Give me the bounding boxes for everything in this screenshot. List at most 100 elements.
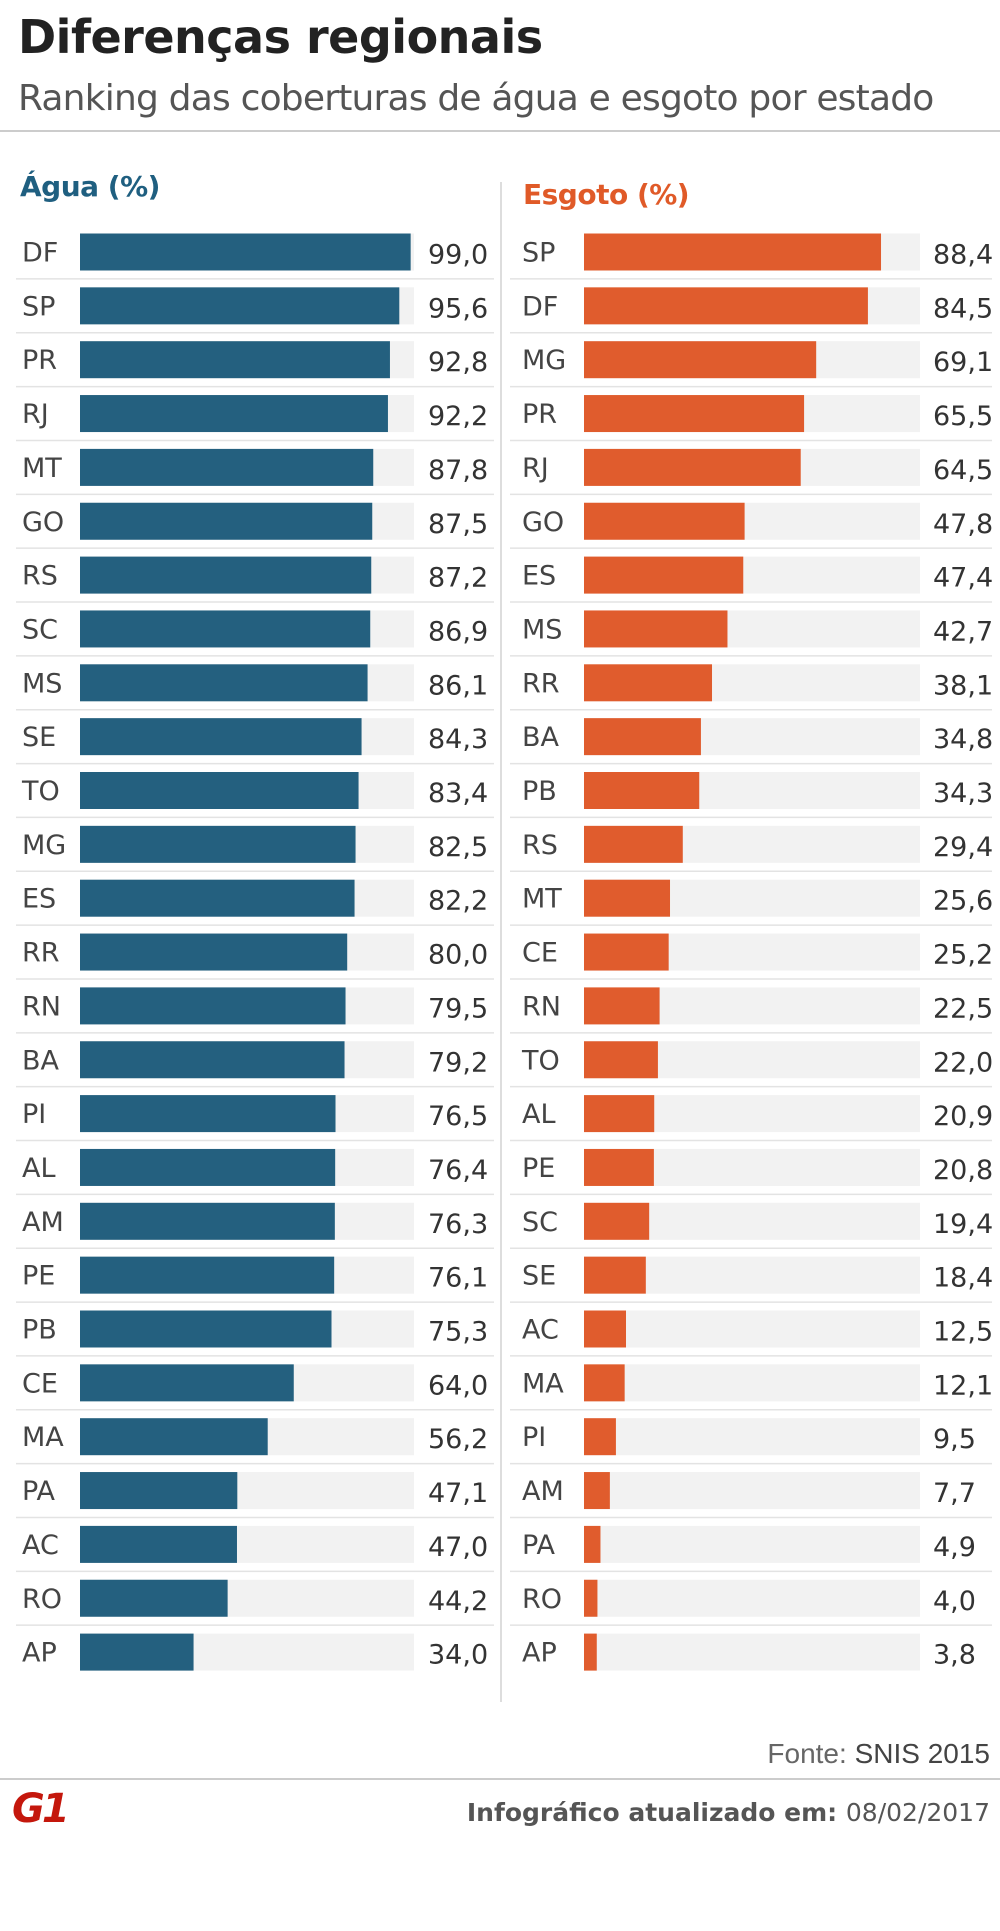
agua-row-ms: MS 86,1 [16, 655, 494, 702]
esgoto-label-rs: RS [522, 830, 558, 861]
agua-value-sp: 95,6 [428, 293, 488, 324]
esgoto-row-rs: RS 29,4 [510, 816, 993, 863]
agua-bar-pe [80, 1256, 335, 1294]
esgoto-row-rr: RR 38,1 [510, 655, 993, 702]
agua-label-rr: RR [22, 938, 60, 969]
agua-label-df: DF [22, 238, 58, 269]
agua-label-ap: AP [22, 1638, 57, 1669]
agua-label-ms: MS [22, 668, 62, 699]
esgoto-label-pa: PA [522, 1530, 556, 1561]
agua-row-se: SE 84,3 [16, 708, 494, 756]
esgoto-label-ap: AP [522, 1638, 557, 1669]
esgoto-bar-rj [584, 448, 801, 486]
agua-bar-ap [80, 1633, 194, 1671]
agua-value-se: 84,3 [428, 724, 488, 755]
agua-row-mg: MG 82,5 [16, 816, 494, 863]
esgoto-bar-am [584, 1472, 610, 1510]
esgoto-row-pb: PB 34,3 [510, 762, 993, 809]
agua-bar-es [80, 879, 355, 917]
agua-label-rj: RJ [22, 399, 49, 430]
agua-row-sc: SC 86,9 [16, 601, 494, 648]
esgoto-track-ap [584, 1633, 920, 1671]
agua-bar-pi [80, 1095, 336, 1133]
agua-row-al: AL 76,4 [16, 1139, 494, 1186]
agua-bar-ma [80, 1418, 268, 1456]
esgoto-value-ap: 3,8 [933, 1640, 976, 1671]
esgoto-track-pa [584, 1525, 920, 1563]
agua-row-ap: AP 34,0 [16, 1624, 494, 1671]
esgoto-label-pr: PR [522, 399, 557, 430]
esgoto-label-al: AL [522, 1099, 556, 1130]
agua-value-ce: 64,0 [428, 1370, 488, 1401]
agua-label-pa: PA [22, 1476, 56, 1507]
esgoto-row-mt: MT 25,6 [510, 870, 993, 917]
esgoto-label-to: TO [521, 1045, 560, 1076]
agua-bar-sc [80, 610, 371, 648]
esgoto-bar-ap [584, 1633, 597, 1671]
esgoto-row-go: GO 47,8 [510, 493, 993, 540]
esgoto-label-mg: MG [522, 345, 566, 376]
esgoto-bar-mt [584, 879, 671, 917]
agua-row-pa: PA 47,1 [16, 1462, 494, 1510]
agua-row-ba: BA 79,2 [16, 1032, 494, 1079]
esgoto-label-rr: RR [522, 668, 560, 699]
esgoto-value-sp: 88,4 [933, 240, 993, 271]
esgoto-bar-to [584, 1041, 658, 1079]
agua-label-am: AM [22, 1207, 64, 1238]
agua-bar-ce [80, 1364, 294, 1402]
esgoto-label-pe: PE [522, 1153, 555, 1184]
esgoto-value-ce: 25,2 [933, 940, 993, 971]
esgoto-row-ac: AC 12,5 [510, 1301, 993, 1348]
agua-label-pe: PE [22, 1261, 55, 1292]
agua-label-rn: RN [22, 991, 61, 1022]
agua-label-to: TO [21, 776, 60, 807]
esgoto-label-go: GO [522, 507, 564, 538]
esgoto-bar-es [584, 556, 744, 594]
agua-bar-se [80, 718, 362, 756]
esgoto-value-pb: 34,3 [933, 778, 993, 809]
esgoto-bar-pi [584, 1418, 616, 1456]
esgoto-row-pi: PI 9,5 [510, 1409, 992, 1456]
agua-value-pr: 92,8 [428, 347, 488, 378]
esgoto-row-mg: MG 69,1 [510, 332, 993, 379]
agua-row-go: GO 87,5 [16, 493, 494, 540]
agua-row-to: TO 83,4 [16, 762, 494, 809]
agua-label-pi: PI [22, 1099, 46, 1130]
esgoto-value-ba: 34,8 [933, 724, 993, 755]
chart-title: Diferenças regionais [18, 10, 543, 64]
agua-value-ba: 79,2 [428, 1047, 488, 1078]
agua-value-am: 76,3 [428, 1209, 488, 1240]
esgoto-row-sp: SP 88,4 [522, 233, 993, 271]
agua-bar-ac [80, 1525, 237, 1563]
esgoto-label-ac: AC [522, 1315, 559, 1346]
esgoto-label-rn: RN [522, 991, 561, 1022]
source-prefix: Fonte: [767, 1738, 847, 1769]
esgoto-value-pi: 9,5 [933, 1424, 976, 1455]
esgoto-row-es: ES 47,4 [510, 547, 993, 594]
esgoto-row-sc: SC 19,4 [510, 1193, 993, 1240]
agua-bar-am [80, 1202, 335, 1240]
agua-bar-rn [80, 987, 346, 1025]
agua-row-es: ES 82,2 [16, 870, 494, 917]
agua-row-mt: MT 87,8 [16, 439, 494, 486]
agua-value-rr: 80,0 [428, 940, 488, 971]
agua-bar-pb [80, 1310, 332, 1348]
agua-value-to: 83,4 [428, 778, 488, 809]
agua-bar-ba [80, 1041, 345, 1079]
esgoto-value-go: 47,8 [933, 509, 993, 540]
esgoto-bar-go [584, 502, 745, 540]
esgoto-bar-ce [584, 933, 669, 971]
esgoto-track-ac [584, 1310, 920, 1348]
esgoto-bar-ms [584, 610, 728, 648]
esgoto-row-ms: MS 42,7 [510, 601, 993, 648]
esgoto-label-mt: MT [522, 884, 562, 915]
esgoto-label-rj: RJ [522, 453, 549, 484]
agua-value-es: 82,2 [428, 886, 488, 917]
esgoto-row-ma: MA 12,1 [510, 1355, 993, 1402]
updated-note: Infográfico atualizado em: 08/02/2017 [467, 1798, 990, 1827]
agua-value-ac: 47,0 [428, 1532, 488, 1563]
esgoto-row-ce: CE 25,2 [510, 924, 993, 971]
agua-label-ce: CE [22, 1368, 58, 1399]
esgoto-bar-se [584, 1256, 646, 1294]
esgoto-bar-rr [584, 664, 713, 702]
